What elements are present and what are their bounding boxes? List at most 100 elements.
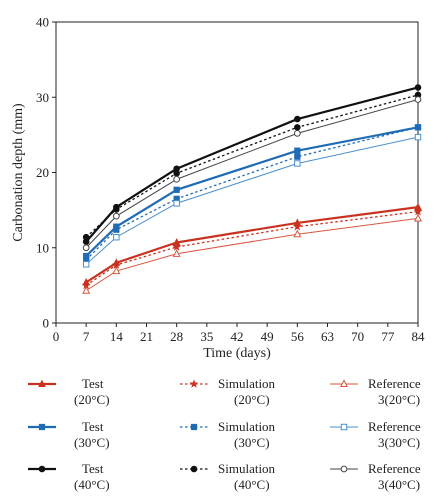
x-tick-label: 63 [321, 329, 334, 344]
series-8 [82, 96, 422, 252]
x-tick-label: 21 [140, 329, 153, 344]
data-point [414, 96, 422, 103]
data-point [414, 124, 422, 131]
x-tick-label: 0 [53, 329, 60, 344]
series-line [85, 126, 419, 257]
y-tick-label: 0 [43, 316, 50, 331]
data-point [293, 129, 301, 137]
data-point [294, 115, 301, 123]
legend-label: (20°C) [74, 392, 110, 407]
data-point [294, 124, 301, 131]
data-point [113, 226, 120, 233]
legend-marker [38, 423, 46, 431]
legend-entry-3: Test(30°C) [28, 419, 110, 450]
x-tick-label: 35 [200, 329, 213, 344]
data-point [292, 221, 302, 231]
legend-label: Reference [368, 461, 421, 476]
legend-label: Test [82, 376, 104, 391]
series-4 [83, 124, 422, 263]
legend-label: (30°C) [74, 435, 110, 450]
legend-label: Test [82, 461, 104, 476]
data-point [172, 249, 181, 257]
legend-marker [38, 379, 46, 387]
data-point [113, 206, 120, 213]
x-tick-label: 14 [110, 329, 124, 344]
x-axis-title: Time (days) [203, 346, 271, 361]
legend-label: 3(40°C) [378, 477, 420, 492]
data-point [173, 186, 180, 193]
data-point [82, 261, 90, 268]
series-7 [82, 91, 422, 241]
legend-entry-0: Test(20°C) [28, 376, 110, 407]
plot-frame [55, 21, 419, 324]
legend-label: 3(30°C) [378, 435, 420, 450]
y-tick-label: 20 [36, 165, 49, 180]
data-point [82, 244, 90, 252]
data-point [173, 200, 180, 207]
data-point [82, 286, 91, 294]
y-tick-label: 40 [36, 15, 49, 30]
series-1 [81, 206, 423, 290]
y-tick-label: 30 [36, 90, 49, 105]
data-point [413, 206, 423, 216]
legend-label: Test [82, 419, 104, 434]
data-point [294, 160, 301, 167]
legend-label: Simulation [218, 461, 276, 476]
legend-entry-1: Simulation(20°C) [180, 376, 276, 407]
legend-entry-6: Test(40°C) [28, 461, 110, 492]
x-tick-label: 49 [261, 329, 274, 344]
legend-label: Simulation [218, 419, 276, 434]
series-line [85, 99, 419, 249]
data-point [413, 213, 423, 222]
x-tick-label: 77 [381, 329, 395, 344]
legend-label: Reference [368, 419, 421, 434]
data-point [414, 84, 422, 91]
data-point [113, 233, 120, 241]
y-axis-title: Carbonation depth (mm) [11, 103, 26, 242]
legend-marker [190, 423, 198, 431]
tick-labels: 0 7 14 21 28 35 42 49 56 63 70 77 84 0 10 20 30 40 [36, 15, 425, 345]
data-point [293, 229, 302, 238]
x-tick-label: 7 [83, 329, 90, 344]
series-layer [81, 84, 423, 294]
legend-marker [38, 465, 46, 473]
legend: Test(20°C)Simulation(20°C)Reference3(20°… [28, 376, 421, 492]
legend-label: (40°C) [234, 477, 270, 492]
series-5 [82, 133, 422, 268]
data-point [294, 153, 301, 160]
series-line [85, 136, 419, 265]
x-tick-label: 56 [291, 329, 305, 344]
legend-entry-4: Simulation(30°C) [180, 419, 276, 450]
legend-label: (20°C) [234, 392, 270, 407]
legend-marker [189, 379, 199, 388]
x-tick-label: 84 [412, 329, 426, 344]
legend-label: (40°C) [74, 477, 110, 492]
data-point [172, 242, 182, 251]
data-point [294, 147, 301, 154]
legend-label: Simulation [218, 376, 276, 391]
legend-label: 3(20°C) [378, 392, 420, 407]
data-point [82, 233, 90, 241]
legend-marker [190, 465, 198, 473]
series-line [85, 206, 419, 284]
series-2 [82, 213, 423, 294]
data-point [173, 175, 181, 183]
chart-axes [55, 21, 419, 324]
legend-marker [339, 379, 349, 388]
legend-label: (30°C) [234, 435, 270, 450]
data-point [173, 169, 180, 177]
x-tick-label: 28 [170, 329, 183, 344]
data-point [112, 266, 121, 275]
y-tick-label: 10 [36, 240, 49, 255]
data-point [112, 212, 120, 220]
legend-marker [340, 465, 348, 473]
data-point [414, 133, 422, 141]
legend-entry-7: Simulation(40°C) [180, 461, 276, 492]
legend-label: Reference [368, 376, 421, 391]
x-tick-label: 42 [231, 329, 244, 344]
series-line [85, 210, 419, 286]
